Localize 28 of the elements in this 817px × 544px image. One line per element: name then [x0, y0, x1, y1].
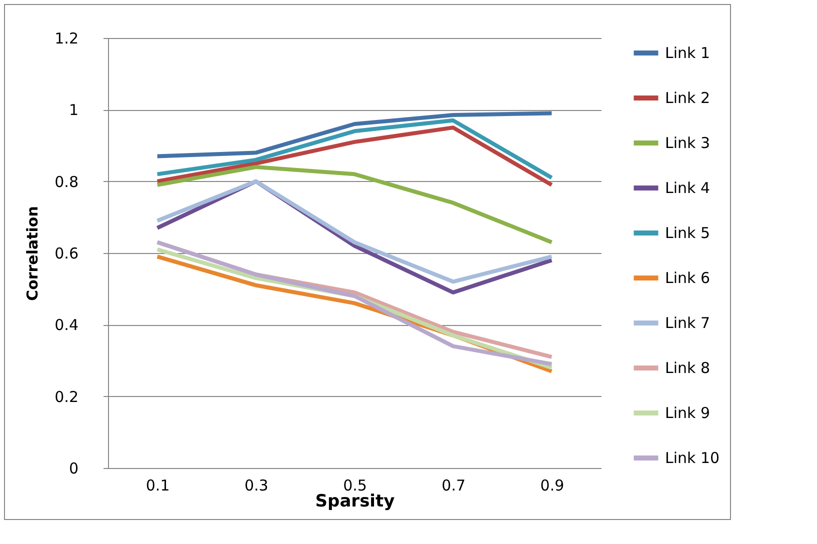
- y-tick-label: 1.2: [54, 30, 78, 48]
- y-tick-label: 0: [68, 460, 78, 478]
- y-axis-title: Correlation: [24, 206, 42, 301]
- legend-label: Link 8: [665, 359, 710, 377]
- y-tick-label: 0.8: [54, 172, 78, 191]
- x-tick-label: 0.3: [244, 476, 268, 494]
- x-tick-label: 0.1: [146, 476, 170, 494]
- legend-label: Link 7: [665, 314, 710, 332]
- legend-label: Link 6: [665, 269, 710, 287]
- line-series: [155, 165, 554, 244]
- legend-label: Link 3: [665, 134, 710, 152]
- legend-label: Link 5: [665, 224, 710, 242]
- legend-label: Link 9: [665, 404, 710, 422]
- line-series: [155, 118, 554, 180]
- x-tick-label: 0.5: [343, 476, 367, 494]
- x-tick-label: 0.9: [540, 476, 564, 494]
- y-tick-label: 1: [68, 101, 78, 120]
- legend-label: Link 10: [665, 449, 720, 467]
- legend-label: Link 4: [665, 179, 710, 197]
- x-axis-title: Sparsity: [315, 492, 395, 512]
- y-tick-label: 0.4: [54, 316, 78, 334]
- line-series: [155, 126, 554, 187]
- x-tick-label: 0.7: [442, 476, 466, 494]
- y-tick-label: 0.6: [54, 244, 78, 262]
- legend-label: Link 2: [665, 89, 710, 107]
- legend-label: Link 1: [665, 44, 710, 62]
- line-series: [155, 111, 554, 158]
- y-tick-label: 0.2: [54, 388, 78, 406]
